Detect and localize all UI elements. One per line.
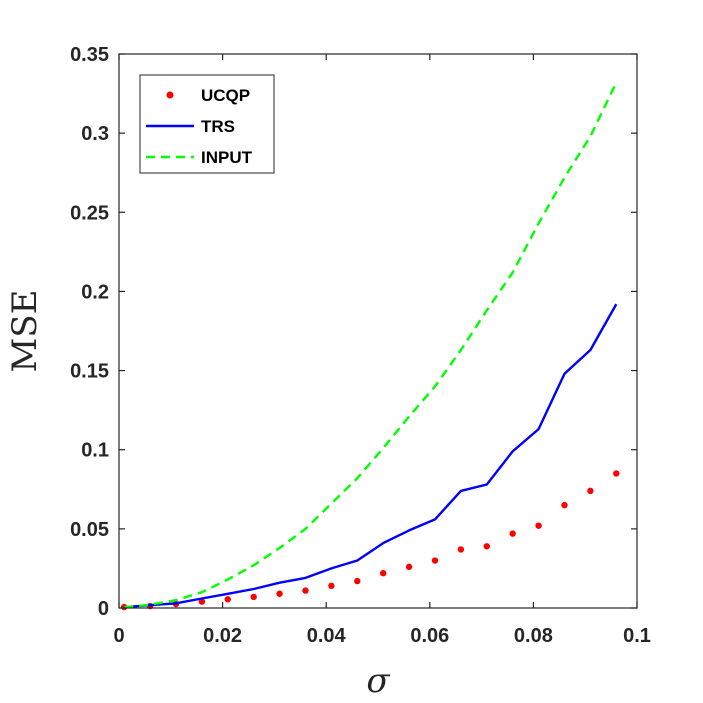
legend: UCQP TRS INPUT <box>139 74 275 174</box>
point-ucqp <box>509 530 516 537</box>
x-tick-label: 0.06 <box>410 625 449 647</box>
point-ucqp <box>354 577 361 585</box>
series-layer <box>120 81 620 611</box>
x-axis-title: σ <box>366 661 390 701</box>
x-tick-label: 0 <box>113 625 124 647</box>
x-tick-label: 0.02 <box>203 625 242 647</box>
x-tick-label: 0.1 <box>623 625 651 647</box>
point-ucqp <box>276 590 283 597</box>
legend-item-trs: TRS <box>146 117 235 136</box>
point-ucqp <box>328 582 335 590</box>
legend-item-ucqp: UCQP <box>166 86 250 105</box>
legend-swatch <box>166 91 174 99</box>
ticks-layer: 0 0.02 0.04 0.06 0.08 0.1 0 0.05 0.1 0.15 0.2 0.25 0… <box>70 44 651 647</box>
point-ucqp <box>198 598 206 605</box>
y-tick-label: 0.2 <box>81 281 109 303</box>
point-ucqp <box>405 563 413 571</box>
point-ucqp <box>535 522 542 529</box>
series-trs <box>124 303 618 609</box>
legend-label: TRS <box>201 117 235 136</box>
point-ucqp <box>302 587 309 594</box>
y-tick-label: 0.05 <box>70 519 109 541</box>
point-ucqp <box>120 603 128 611</box>
line-input <box>124 81 618 609</box>
point-ucqp <box>561 501 568 509</box>
point-ucqp <box>431 557 439 564</box>
point-ucqp <box>587 487 594 495</box>
y-tick-label: 0.3 <box>81 123 109 145</box>
y-tick-label: 0.35 <box>70 44 109 66</box>
y-tick-label: 0.15 <box>70 361 109 383</box>
point-ucqp <box>224 596 231 603</box>
y-tick-label: 0.1 <box>81 440 109 462</box>
point-ucqp <box>250 593 257 601</box>
x-tick-label: 0.08 <box>514 625 553 647</box>
point-ucqp <box>457 546 465 553</box>
point-ucqp <box>379 569 387 577</box>
axes-box <box>118 53 638 609</box>
y-tick-label: 0.25 <box>70 202 109 224</box>
y-tick-label: 0 <box>98 598 109 620</box>
point-ucqp <box>483 543 490 550</box>
point-ucqp <box>613 470 620 477</box>
x-tick-label: 0.04 <box>307 625 347 647</box>
legend-item-input: INPUT <box>146 148 253 167</box>
legend-label: UCQP <box>201 86 250 105</box>
line-trs <box>124 303 618 609</box>
y-axis-title: MSE <box>5 290 45 373</box>
series-input <box>124 81 618 609</box>
legend-label: INPUT <box>201 148 253 167</box>
